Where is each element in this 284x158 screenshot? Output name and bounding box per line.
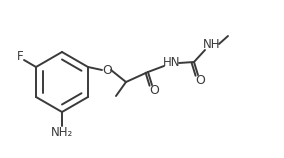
Text: O: O	[149, 85, 159, 97]
Text: NH₂: NH₂	[51, 127, 73, 140]
Text: HN: HN	[163, 57, 181, 70]
Text: F: F	[17, 51, 23, 64]
Text: O: O	[102, 64, 112, 76]
Text: NH: NH	[203, 37, 221, 51]
Text: O: O	[195, 75, 205, 88]
